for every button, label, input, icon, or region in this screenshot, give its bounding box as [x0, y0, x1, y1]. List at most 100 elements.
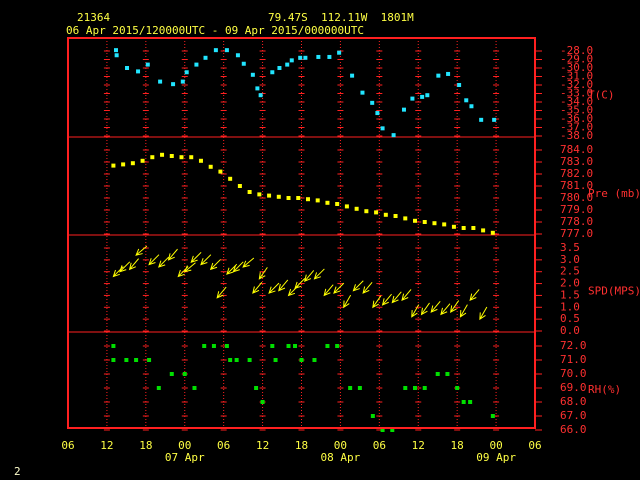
point [446, 71, 451, 76]
point [254, 386, 259, 390]
point [111, 163, 116, 168]
point [241, 61, 246, 66]
y-tick-label: 2.0 [560, 277, 580, 290]
point [436, 73, 441, 78]
point [277, 66, 282, 70]
panel-label: T(C) [588, 89, 615, 102]
point [305, 197, 310, 202]
period: 06 Apr 2015/120000UTC - 09 Apr 2015/0000… [66, 24, 364, 37]
y-tick-label: 778.0 [560, 215, 593, 228]
point [325, 344, 330, 348]
wind-arrow [401, 289, 412, 302]
y-tick-label: 67.0 [560, 409, 587, 422]
point [192, 386, 197, 390]
y-tick-label: 779.0 [560, 203, 593, 216]
date-label: 07 Apr [165, 451, 205, 464]
point [344, 204, 349, 209]
point [258, 93, 263, 98]
wind-arrow [323, 284, 334, 297]
point [156, 386, 161, 390]
y-tick-label: -34.0 [560, 95, 593, 108]
wind-arrow [258, 267, 268, 280]
y-tick-label: 70.0 [560, 367, 587, 380]
wind-arrow [190, 251, 202, 264]
point [451, 224, 456, 229]
wind-arrow [294, 278, 306, 290]
x-tick-label: 12 [412, 439, 425, 452]
wind-arrow [440, 303, 451, 316]
point [211, 344, 216, 348]
point [348, 386, 353, 390]
point [298, 55, 303, 60]
point [194, 62, 199, 67]
point [364, 209, 369, 214]
wind-arrow [242, 257, 255, 268]
wind-arrow [333, 282, 345, 294]
wind-arrow [411, 304, 420, 318]
date-label: 08 Apr [321, 451, 361, 464]
x-tick-label: 12 [256, 439, 269, 452]
point [121, 162, 126, 167]
point [276, 194, 281, 199]
point [435, 372, 440, 376]
wind-arrow [372, 295, 382, 309]
y-tick-label: 0.5 [560, 312, 580, 325]
point [218, 169, 223, 174]
point [286, 196, 291, 200]
y-tick-label: 71.0 [560, 353, 587, 366]
point [247, 358, 252, 362]
point [374, 210, 379, 215]
point [250, 72, 255, 77]
point [471, 226, 476, 230]
wind-arrow [209, 259, 221, 271]
wind-arrow [304, 270, 315, 283]
point [335, 202, 340, 206]
y-tick-label: 1.0 [560, 300, 580, 313]
x-tick-label: 06 [61, 439, 74, 452]
wind-arrow [135, 245, 148, 256]
x-tick-label: 12 [100, 439, 113, 452]
point [208, 164, 213, 169]
page-number: 2 [14, 465, 21, 478]
point [184, 70, 189, 75]
point [150, 155, 155, 160]
station-location: 79.47S 112.11W 1801M [268, 11, 414, 24]
y-tick-label: 2.5 [560, 265, 580, 278]
wind-arrow [183, 262, 196, 273]
point [286, 344, 291, 348]
panel-label: RH(%) [588, 383, 621, 396]
point [464, 98, 469, 103]
point [316, 54, 321, 59]
point [420, 94, 425, 99]
point [401, 107, 406, 112]
x-tick-label: 00 [334, 439, 347, 452]
point [270, 344, 275, 348]
wind-arrow [381, 293, 392, 306]
wind-arrow [479, 306, 488, 321]
wind-arrow [450, 300, 460, 313]
point [285, 62, 290, 67]
point [111, 358, 116, 362]
point [182, 372, 187, 376]
date-label: 09 Apr [476, 451, 516, 464]
y-tick-label: -31.0 [560, 70, 593, 83]
wind-arrow [313, 268, 325, 280]
panel-label: Pre (mb) [588, 187, 640, 200]
point [158, 79, 163, 84]
point [442, 222, 447, 227]
point [169, 372, 174, 376]
y-tick-label: 72.0 [560, 339, 587, 352]
wind-arrow [200, 254, 212, 266]
y-tick-label: 66.0 [560, 423, 587, 436]
point [224, 48, 229, 53]
x-tick-label: 06 [528, 439, 541, 452]
point [189, 155, 194, 160]
point [260, 400, 265, 404]
y-tick-label: -35.0 [560, 104, 593, 117]
wind-arrow [278, 279, 289, 292]
x-tick-label: 00 [178, 439, 191, 452]
point [425, 93, 430, 98]
point [422, 220, 427, 224]
point [228, 176, 233, 181]
